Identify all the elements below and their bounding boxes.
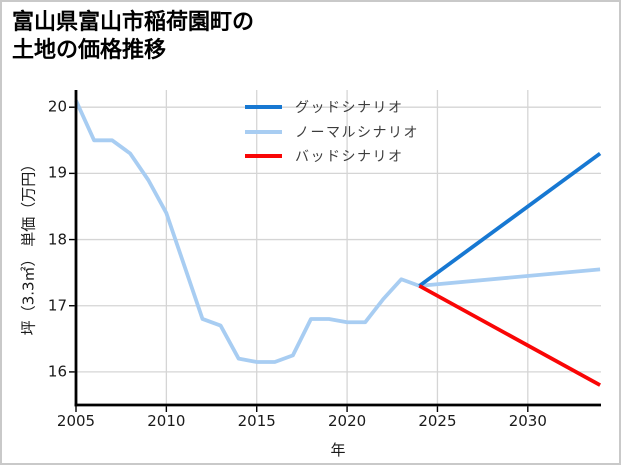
x-tick-label: 2015 [237, 412, 276, 430]
series-line-good [418, 151, 602, 288]
series-line-bad [418, 284, 602, 387]
legend-label-normal: ノーマルシナリオ [295, 124, 419, 141]
x-tick-label: 2030 [508, 412, 547, 430]
y-tick-label: 19 [47, 163, 67, 182]
x-tick-label: 2020 [327, 412, 367, 430]
x-axis-label: 年 [330, 441, 346, 459]
legend-label-good: グッドシナリオ [295, 100, 404, 117]
legend-item-normal: ノーマルシナリオ [245, 119, 419, 143]
x-tick-label: 2005 [56, 412, 96, 430]
x-tick-label: 2025 [418, 412, 457, 430]
chart-title-line1: 富山県富山市稲荷園町の [12, 10, 255, 35]
y-tick-label: 17 [47, 296, 67, 315]
legend-swatch-bad-line [245, 153, 282, 158]
legend-swatch-good-line [245, 105, 282, 110]
chart-title-line2: 土地の価格推移 [12, 38, 167, 64]
legend-item-bad: バッドシナリオ [245, 144, 419, 168]
legend-item-good: グッドシナリオ [245, 95, 419, 119]
chart-title: 富山県富山市稲荷園町の 土地の価格推移 [12, 9, 254, 65]
x-tick-label: 2010 [147, 412, 186, 430]
y-tick-label: 16 [47, 362, 67, 381]
y-tick-label: 18 [47, 230, 67, 249]
legend: グッドシナリオ ノーマルシナリオ バッドシナリオ [245, 95, 419, 168]
legend-swatch-normal-line [245, 129, 282, 134]
legend-label-bad: バッドシナリオ [295, 148, 404, 165]
series-line-normal [74, 99, 601, 364]
y-tick-label: 20 [47, 97, 67, 116]
